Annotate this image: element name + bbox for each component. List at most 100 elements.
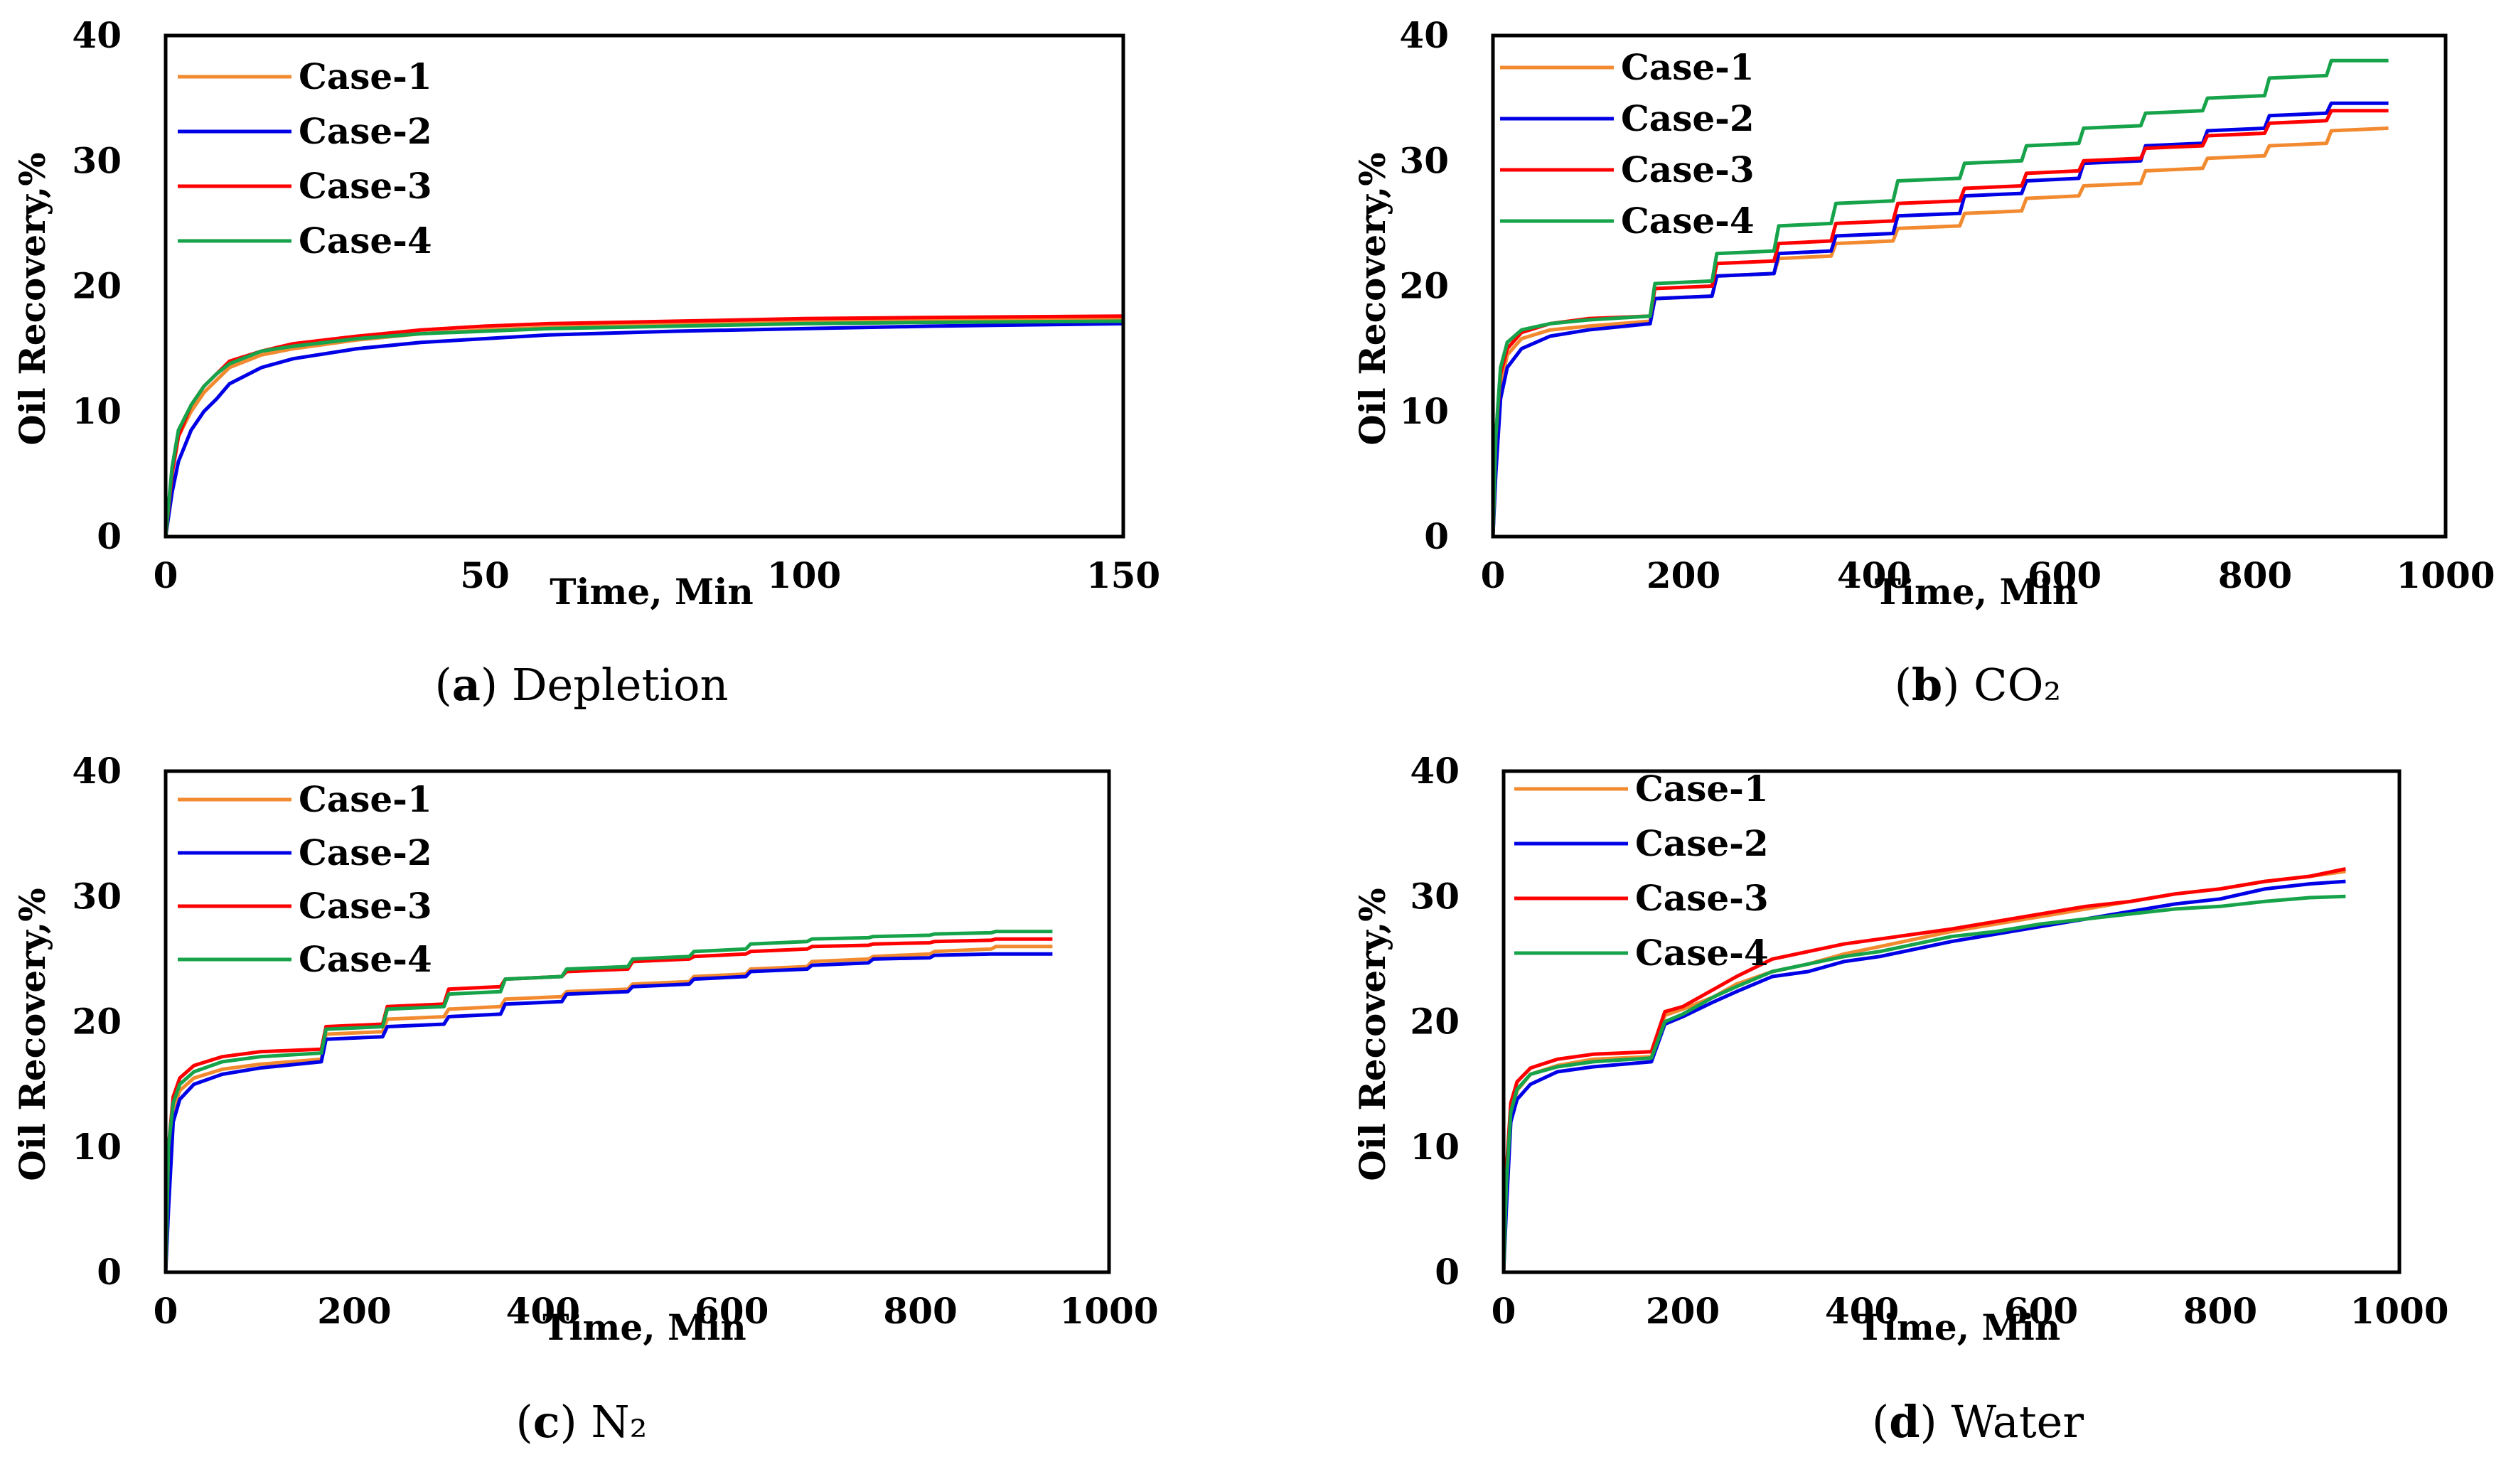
y-tick-label: 0 [97,1251,122,1293]
x-tick-label: 0 [154,554,178,596]
y-tick-label: 30 [1410,875,1460,917]
x-tick-label: 800 [2183,1290,2257,1332]
y-tick-label: 40 [1399,14,1449,56]
legend-label-1: Case-1 [1635,768,1769,810]
x-axis-title: Time, Min [550,571,753,613]
series-line-1 [166,945,1053,1272]
caption-text: Water [1951,1396,2084,1448]
legend-label-3: Case-3 [299,165,432,207]
legend-label-1: Case-1 [299,778,432,820]
y-tick-label: 10 [1410,1126,1460,1168]
y-tick-label: 20 [1399,265,1449,307]
legend-label-3: Case-3 [1635,877,1769,919]
y-tick-label: 40 [72,750,122,792]
legend-label-4: Case-4 [1635,932,1769,974]
x-tick-label: 200 [317,1290,391,1332]
series-line-1 [166,316,1123,537]
x-tick-label: 200 [1647,554,1720,596]
legend-label-2: Case-2 [299,110,432,152]
panel-caption: (a) Depletion [435,659,729,711]
legend-label-1: Case-1 [299,55,432,97]
y-tick-label: 20 [1410,1001,1460,1043]
x-tick-label: 50 [460,554,510,596]
legend-label-2: Case-2 [1635,822,1769,864]
y-axis-title: Oil Recovery,% [11,888,53,1181]
plot-frame [1501,769,2402,1274]
y-tick-label: 0 [1435,1251,1460,1293]
series-line-2 [166,952,1053,1272]
series-group [166,930,1053,1272]
x-tick-label: 100 [767,554,841,596]
series-group [1493,58,2389,537]
caption-letter: c [533,1396,560,1448]
panel-caption: (b) CO₂ [1895,659,2062,711]
x-tick-label: 1000 [1059,1290,1158,1332]
y-tick-label: 20 [72,1001,122,1043]
x-tick-label: 800 [883,1290,957,1332]
legend-label-3: Case-3 [1621,149,1755,190]
x-tick-label: 1000 [2350,1290,2448,1332]
legend-label-4: Case-4 [299,938,432,980]
series-line-2 [166,321,1123,537]
y-tick-label: 20 [72,265,122,307]
caption-text: CO₂ [1974,659,2061,711]
series-line-1 [1493,126,2389,537]
series-line-4 [1504,894,2346,1272]
y-axis-title: Oil Recovery,% [11,152,53,446]
x-tick-label: 400 [1837,554,1911,596]
chart-a: 0 10 20 30 40 0 50 100 150 Time, Min Oil Recovery,… [11,14,1160,711]
series-line-3 [166,314,1123,537]
x-tick-label: 400 [506,1290,580,1332]
x-tick-label: 200 [1646,1290,1720,1332]
x-tick-label: 1000 [2396,554,2495,596]
plot-frame [164,769,1111,1274]
legend: Case-1 Case-2 Case-3 Case-4 [178,778,432,980]
x-tick-label: 0 [154,1290,178,1332]
series-line-4 [166,319,1123,537]
series-line-2 [1493,101,2389,537]
legend: Case-1 Case-2 Case-3 Case-4 [178,55,432,262]
y-tick-label: 30 [1399,139,1449,181]
caption-text: N₂ [591,1396,647,1448]
y-tick-label: 30 [72,875,122,917]
y-tick-label: 0 [97,515,122,557]
panel-caption: (d) Water [1872,1396,2084,1448]
series-line-4 [1493,58,2389,537]
series-line-2 [1504,879,2346,1272]
caption-letter: d [1889,1396,1920,1448]
caption-text: Depletion [512,659,729,711]
x-tick-label: 600 [2004,1290,2078,1332]
series-group [166,314,1123,537]
x-tick-label: 0 [1492,1290,1516,1332]
legend: Case-1 Case-2 Case-3 Case-4 [1500,46,1755,242]
plot-frame [164,33,1125,539]
legend-label-2: Case-2 [299,832,432,873]
y-tick-label: 30 [72,139,122,181]
legend-label-4: Case-4 [1621,200,1755,242]
x-axis-title: Time, Min [1875,571,2078,613]
legend-label-4: Case-4 [299,220,432,262]
y-tick-label: 10 [72,390,122,432]
legend-label-2: Case-2 [1621,97,1755,139]
y-tick-label: 10 [1399,390,1449,432]
series-group [1504,867,2346,1272]
x-axis-title: Time, Min [1857,1306,2060,1348]
panel-caption: (c) N₂ [516,1396,648,1448]
x-tick-label: 150 [1086,554,1160,596]
y-tick-label: 40 [72,14,122,56]
x-tick-label: 400 [1825,1290,1899,1332]
x-tick-label: 600 [2028,554,2102,596]
series-line-3 [1504,867,2346,1272]
x-tick-label: 600 [695,1290,769,1332]
caption-letter: a [452,659,481,711]
x-tick-label: 0 [1481,554,1506,596]
y-tick-label: 0 [1424,515,1449,557]
x-tick-label: 800 [2218,554,2292,596]
y-tick-label: 10 [72,1126,122,1168]
y-axis-title: Oil Recovery,% [1351,888,1393,1181]
y-axis-title: Oil Recovery,% [1351,152,1393,446]
